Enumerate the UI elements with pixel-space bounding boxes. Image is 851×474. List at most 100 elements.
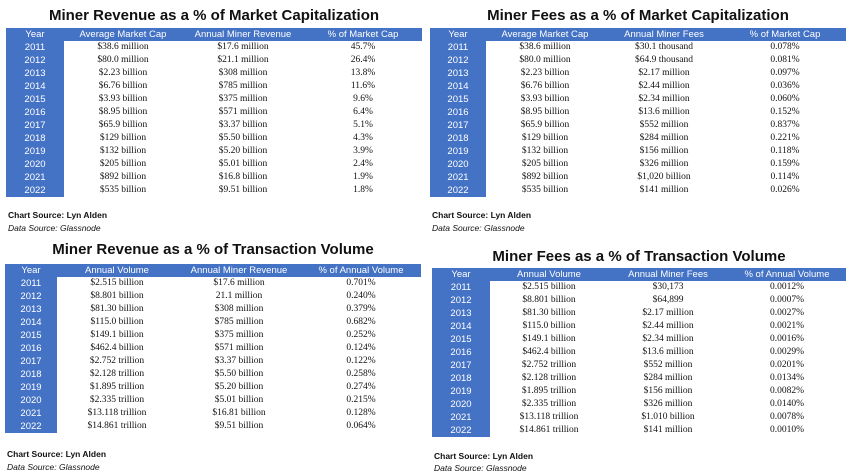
year-cell: 2020 — [5, 394, 57, 407]
table-cell: 0.701% — [346, 278, 376, 288]
table-row: 2016 $462.4 billion $13.6 million 0.0029% — [432, 346, 846, 359]
table-cell: $3.93 billion — [520, 94, 570, 104]
table-cell: 0.0134% — [769, 373, 805, 383]
table-cell: 0.215% — [346, 395, 376, 405]
year-cell: 2021 — [6, 171, 64, 184]
table-row: 2019 $1.895 trillion $156 million 0.0082% — [432, 385, 846, 398]
year-cell: 2012 — [430, 54, 486, 67]
table-cell: $65.9 billion — [98, 120, 148, 130]
table-body: 2011 $2.515 billion $17.6 million 0.701% 201… — [5, 277, 421, 433]
table-cell: 2.4% — [353, 159, 373, 169]
table-cell: $308 million — [214, 304, 264, 314]
year-cell: 2021 — [432, 411, 490, 424]
table-cell: $64.9 thousand — [634, 55, 694, 65]
table-row: 2013 $2.23 billion $308 million 13.8% — [6, 67, 422, 80]
table-cell: $552 million — [643, 360, 693, 370]
table-row: 2021 $892 billion $16.8 billion 1.9% — [6, 171, 422, 184]
table-row: 2012 $8.801 billion 21.1 million 0.240% — [5, 290, 421, 303]
table-cell: $65.9 billion — [520, 120, 570, 130]
table-cell: $284 million — [643, 373, 693, 383]
chart-source: Chart Source: Lyn Alden — [7, 449, 107, 459]
year-cell: 2015 — [432, 333, 490, 346]
data-source: Data Source: Glassnode — [434, 463, 527, 473]
table-row: 2018 $129 billion $5.50 billion 4.3% — [6, 132, 422, 145]
table-row: 2014 $115.0 billion $2.44 million 0.0021% — [432, 320, 846, 333]
table-row: 2022 $535 billion $141 million 0.026% — [430, 184, 846, 197]
table-cell: $9.51 billion — [218, 185, 268, 195]
table-cell: $129 billion — [521, 133, 569, 143]
table-row: 2014 $6.76 billion $785 million 11.6% — [6, 80, 422, 93]
table-row: 2017 $2.752 trillion $3.37 billion 0.122% — [5, 355, 421, 368]
table-cell: 0.0027% — [769, 308, 805, 318]
table-row: 2014 $6.76 billion $2.44 million 0.036% — [430, 80, 846, 93]
table-cell: $2.515 billion — [90, 278, 144, 288]
table-cell: $2.17 million — [642, 308, 694, 318]
table-cell: 0.081% — [770, 55, 800, 65]
table-row: 2020 $2.335 trillion $5.01 billion 0.215% — [5, 394, 421, 407]
year-cell: 2014 — [430, 80, 486, 93]
column-header: Average Market Cap — [486, 28, 604, 41]
table-cell: 45.7% — [350, 42, 376, 52]
table-cell: $5.50 billion — [218, 133, 268, 143]
table-cell: 0.682% — [346, 317, 376, 327]
table-cell: $375 million — [214, 330, 264, 340]
table-cell: 0.122% — [346, 356, 376, 366]
table-row: 2019 $132 billion $156 million 0.118% — [430, 145, 846, 158]
table-cell: $2.44 million — [638, 81, 690, 91]
table-cell: 9.6% — [353, 94, 373, 104]
table-cell: $6.76 billion — [520, 81, 570, 91]
table-cell: $13.118 trillion — [519, 412, 579, 422]
panel-fees-tx-volume: Miner Fees as a % of Transaction Volume … — [432, 246, 846, 473]
table-cell: $1.010 billion — [641, 412, 695, 422]
table-row: 2021 $13.118 trillion $1.010 billion 0.0078… — [432, 411, 846, 424]
table-cell: 1.8% — [353, 185, 373, 195]
data-table: Year Annual Volume Annual Miner Fees % o… — [432, 268, 846, 437]
table-row: 2013 $81.30 billion $2.17 million 0.0027% — [432, 307, 846, 320]
table-row: 2015 $3.93 billion $2.34 million 0.060% — [430, 93, 846, 106]
table-cell: $205 billion — [99, 159, 147, 169]
table-cell: $892 billion — [99, 172, 147, 182]
table-body: 2011 $38.6 million $17.6 million 45.7% 2012 $… — [6, 41, 422, 197]
table-row: 2019 $132 billion $5.20 billion 3.9% — [6, 145, 422, 158]
column-header: Annual Miner Revenue — [182, 28, 304, 41]
table-row: 2014 $115.0 billion $785 million 0.682% — [5, 316, 421, 329]
table-row: 2020 $205 billion $5.01 billion 2.4% — [6, 158, 422, 171]
table-cell: $141 million — [643, 425, 693, 435]
table-cell: $571 million — [214, 343, 264, 353]
table-row: 2020 $2.335 trillion $326 million 0.0140% — [432, 398, 846, 411]
table-cell: $156 million — [639, 146, 689, 156]
table-cell: $1,020 billion — [637, 172, 691, 182]
table-row: 2021 $892 billion $1,020 billion 0.114% — [430, 171, 846, 184]
column-header: % of Annual Volume — [728, 268, 846, 281]
table-cell: $2.34 million — [642, 334, 694, 344]
year-cell: 2012 — [432, 294, 490, 307]
column-header: Annual Miner Fees — [604, 28, 724, 41]
table-cell: $5.20 billion — [218, 146, 268, 156]
table-cell: $2.335 trillion — [89, 395, 145, 405]
table-cell: $535 billion — [99, 185, 147, 195]
year-cell: 2013 — [432, 307, 490, 320]
year-cell: 2016 — [5, 342, 57, 355]
table-row: 2013 $81.30 billion $308 million 0.379% — [5, 303, 421, 316]
year-cell: 2013 — [430, 67, 486, 80]
chart-source: Chart Source: Lyn Alden — [8, 210, 108, 220]
table-cell: $16.81 billion — [212, 408, 266, 418]
year-cell: 2017 — [432, 359, 490, 372]
column-header: Year — [6, 28, 64, 41]
table-cell: $141 million — [639, 185, 689, 195]
table-cell: $132 billion — [521, 146, 569, 156]
table-row: 2022 $14.861 trillion $9.51 billion 0.064% — [5, 420, 421, 433]
table-cell: 0.128% — [346, 408, 376, 418]
table-cell: 0.114% — [770, 172, 800, 182]
year-cell: 2022 — [430, 184, 486, 197]
year-cell: 2020 — [432, 398, 490, 411]
year-cell: 2018 — [430, 132, 486, 145]
table-cell: 11.6% — [350, 81, 376, 91]
table-cell: $2.752 trillion — [521, 360, 577, 370]
table-cell: $81.30 billion — [522, 308, 576, 318]
table-row: 2016 $8.95 billion $571 million 6.4% — [6, 106, 422, 119]
table-cell: $535 billion — [521, 185, 569, 195]
table-cell: 0.837% — [770, 120, 800, 130]
table-cell: $8.801 billion — [90, 291, 144, 301]
year-cell: 2021 — [430, 171, 486, 184]
